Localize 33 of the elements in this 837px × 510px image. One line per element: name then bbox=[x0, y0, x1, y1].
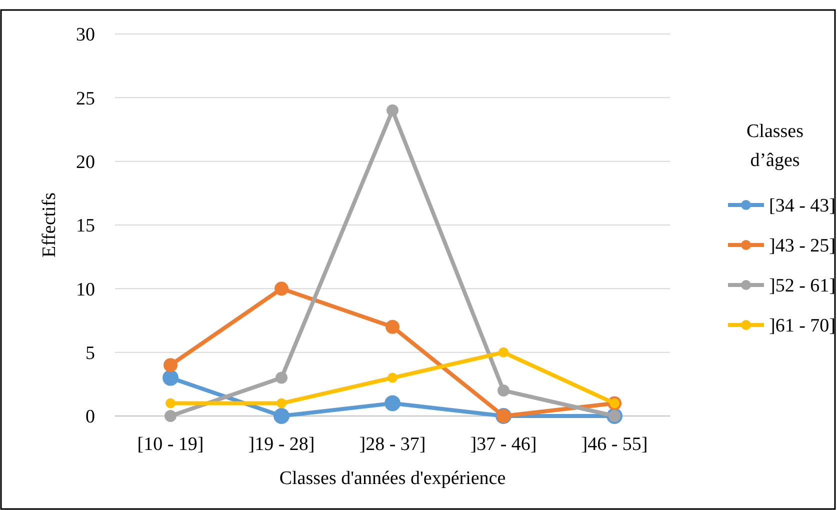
point bbox=[274, 408, 290, 424]
point bbox=[498, 347, 508, 358]
point bbox=[166, 398, 176, 408]
y-tick-label: 5 bbox=[86, 342, 95, 364]
x-tick-label: [10 - 19] bbox=[137, 434, 204, 455]
point bbox=[386, 320, 400, 334]
point bbox=[164, 410, 176, 422]
point bbox=[276, 372, 288, 384]
y-tick-label: 20 bbox=[76, 152, 95, 173]
y-tick-label: 10 bbox=[76, 279, 95, 300]
point bbox=[388, 372, 398, 383]
y-axis-title: Effectifs bbox=[39, 192, 60, 258]
x-tick-label: ]46 - 55] bbox=[581, 434, 648, 455]
x-axis-title: Classes d'années d'expérience bbox=[279, 468, 506, 489]
point bbox=[164, 358, 178, 372]
point bbox=[386, 104, 398, 116]
legend-label: ]61 - 70] bbox=[769, 316, 836, 337]
point bbox=[384, 395, 400, 412]
legend-label: ]43 - 25] bbox=[769, 236, 836, 257]
point bbox=[498, 384, 510, 397]
y-tick-label: 30 bbox=[76, 24, 95, 46]
y-tick-label: 25 bbox=[76, 88, 95, 110]
x-tick-label: ]37 - 46] bbox=[470, 434, 537, 455]
legend-label: ]52 - 61] bbox=[769, 276, 836, 297]
y-tick-label: 15 bbox=[76, 216, 95, 237]
y-tick-label: 0 bbox=[86, 406, 95, 428]
legend-title: Classes d’âges bbox=[746, 121, 804, 171]
point bbox=[276, 398, 286, 408]
legend-label: [34 - 43] bbox=[769, 196, 836, 217]
point bbox=[162, 370, 178, 386]
point bbox=[274, 282, 288, 296]
x-tick-label: ]19 - 28] bbox=[248, 434, 315, 455]
x-tick-label: ]28 - 37] bbox=[359, 434, 426, 455]
